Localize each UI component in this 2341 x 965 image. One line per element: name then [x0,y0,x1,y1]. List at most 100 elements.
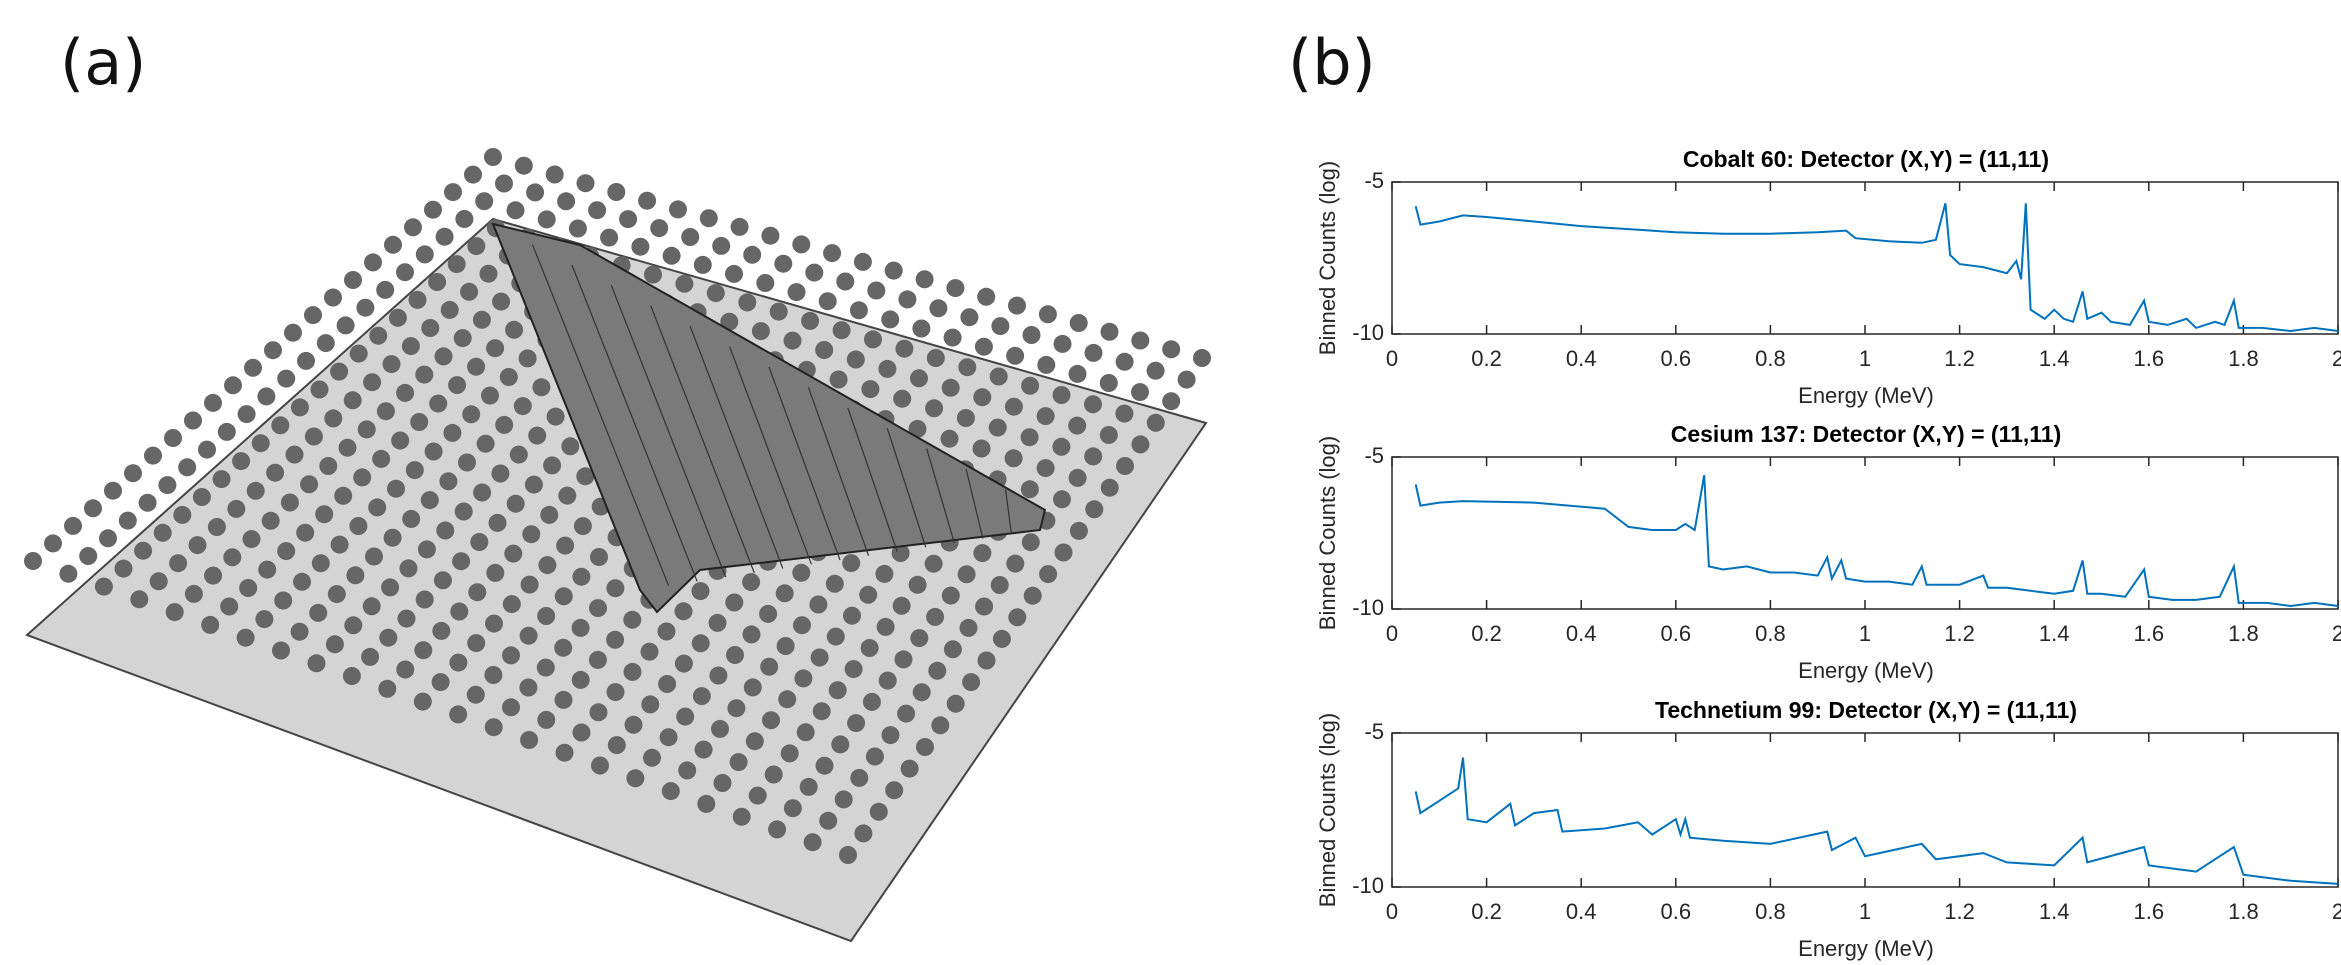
y-axis-label: Binned Counts (log) [1315,713,1340,907]
panel-label: (a) [60,26,146,99]
detector [573,517,592,536]
detector [334,486,353,505]
detector [836,272,855,291]
detector [1115,352,1134,371]
detector [505,320,524,339]
detector [623,662,642,681]
detector [336,316,355,335]
panel-label: (b) [1288,26,1376,99]
detector [631,237,650,256]
detector [449,705,468,724]
detector [449,653,468,672]
detector [59,564,78,583]
cube-edge [650,305,755,574]
x-tick-label: 2 [2332,346,2341,371]
detector [694,740,713,759]
detector [99,529,117,548]
x-tick-label: 1.2 [1944,899,1975,924]
detector [572,567,591,586]
detector [417,540,436,559]
detector [1146,413,1165,432]
detector [743,245,762,264]
detector [588,650,607,669]
x-tick-label: 2 [2332,899,2341,924]
x-tick-label: 1.6 [2134,621,2165,646]
detector [408,290,427,309]
detector [277,369,296,388]
detector [144,446,162,465]
detector [388,308,407,327]
detector [1069,314,1088,332]
detector [264,341,282,360]
detector [554,587,573,606]
detector [839,846,857,864]
detector [793,616,811,635]
detector [1100,322,1119,341]
detector [486,339,505,358]
x-axis-label: Energy (MeV) [1798,936,1934,961]
chart-title: Cobalt 60: Detector (X,Y) = (11,11) [1683,146,2049,172]
detector [458,453,476,472]
detector [876,617,895,636]
detector [462,405,481,424]
detector [875,564,894,583]
detector [207,518,226,536]
detector [258,560,277,579]
detector [720,312,739,331]
detector [1022,326,1041,344]
detector [576,174,595,193]
detector [775,584,794,603]
detector [619,210,638,229]
detector [819,811,838,830]
detector [805,263,824,282]
detector [520,575,539,594]
cube-edge [571,264,698,582]
detector [537,210,556,229]
detector [678,761,697,780]
detector [439,472,458,491]
detector [768,820,787,839]
detector [1084,343,1103,362]
detector [713,774,732,792]
detector [828,681,847,700]
detector [832,321,851,340]
detector [484,666,503,684]
detector [853,252,872,271]
detector [379,628,398,647]
detector [324,409,343,428]
x-tick-label: 0.6 [1661,346,1692,371]
detector [236,628,255,647]
detector [924,554,943,573]
detector [492,292,511,311]
detector [277,542,296,561]
detector [319,457,338,475]
plot-frame [1391,181,2339,335]
detector [681,228,700,246]
detector [787,283,806,302]
detector [396,383,415,402]
detector [699,209,718,228]
detector [555,743,574,762]
detector [691,582,710,601]
detector [246,481,265,500]
detector [792,563,811,582]
detector [796,723,815,742]
detector [991,317,1010,336]
detector [443,423,462,442]
detector [865,747,884,766]
x-tick-label: 1.4 [2039,899,2070,924]
detector [488,513,507,532]
detector [1023,586,1042,605]
detector [558,486,577,505]
detector [44,534,62,553]
detector [661,782,680,801]
detector [413,692,432,711]
detector [532,378,551,397]
detector [506,201,525,220]
detector [554,690,573,709]
detector [479,264,498,283]
detector [929,299,948,318]
detector [485,614,503,633]
detector [895,339,914,358]
detector [778,690,797,709]
